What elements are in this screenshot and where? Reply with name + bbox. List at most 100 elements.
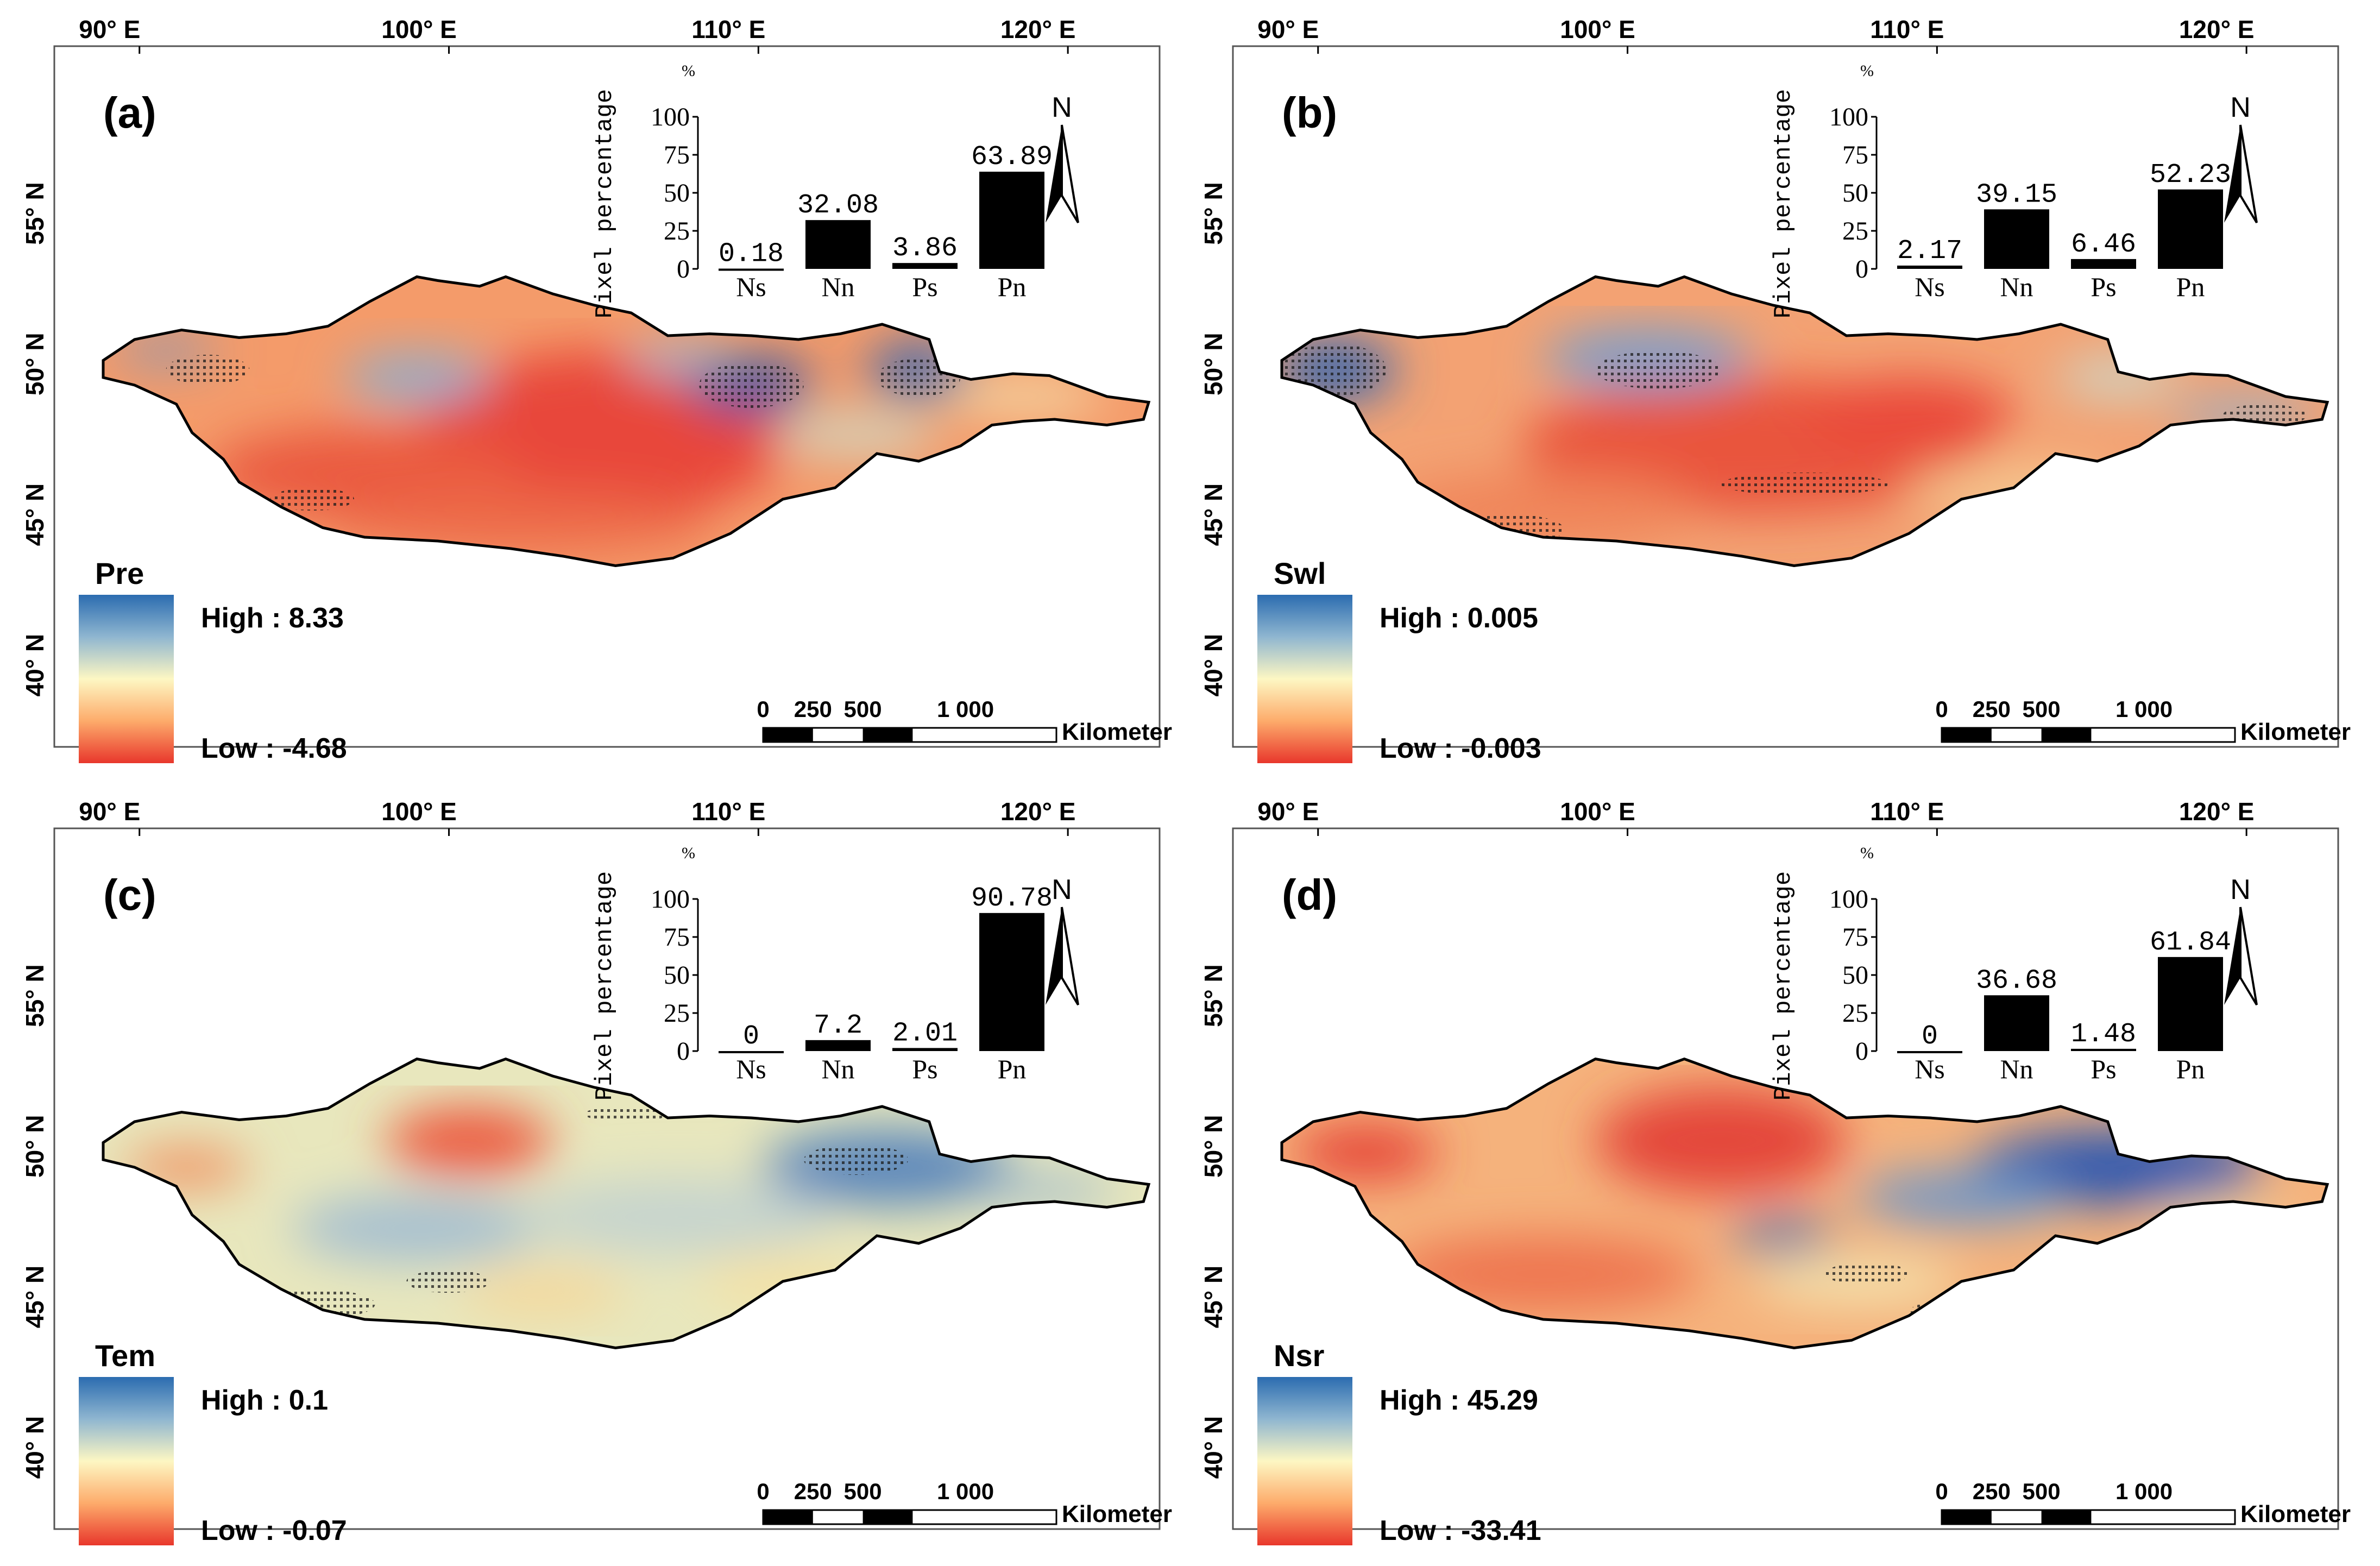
scale-bar-segment xyxy=(2041,1510,2092,1524)
latitude-tick-label: 55° N xyxy=(1199,964,1227,1027)
longitude-tick-label: 120° E xyxy=(1000,15,1076,43)
bar-category-label: Pn xyxy=(2176,1054,2205,1084)
panel-label: (d) xyxy=(1282,871,1337,919)
latitude-tick-label: 55° N xyxy=(1199,182,1227,245)
bar-ps xyxy=(2071,1048,2136,1051)
latitude-tick-label: 40° N xyxy=(21,634,49,697)
north-label: N xyxy=(1052,874,1072,905)
latitude-tick-label: 50° N xyxy=(21,333,49,396)
bar-value-label: 39.15 xyxy=(1976,179,2057,210)
bar-category-label: Nn xyxy=(2000,272,2033,302)
scale-tick-label: 0 xyxy=(757,696,769,722)
scale-tick-label: 1 000 xyxy=(937,696,994,722)
legend-high-label: High : 0.1 xyxy=(201,1385,328,1416)
chart-y-tick-label: 25 xyxy=(664,217,690,246)
legend-high-label: High : 8.33 xyxy=(201,602,344,634)
chart-y-tick-label: 50 xyxy=(664,179,690,207)
bar-category-label: Ns xyxy=(736,272,766,302)
panel-label: (b) xyxy=(1282,89,1337,137)
legend-title: Pre xyxy=(95,556,144,590)
bar-pn xyxy=(979,172,1044,269)
panel-label: (c) xyxy=(103,871,156,919)
scale-tick-label: 250 xyxy=(1973,696,2011,722)
longitude-tick-label: 100° E xyxy=(381,797,457,826)
bar-category-label: Nn xyxy=(821,272,854,302)
bar-ns xyxy=(719,268,784,271)
bar-value-label: 63.89 xyxy=(971,142,1053,173)
bar-value-label: 2.17 xyxy=(1897,236,1962,267)
bar-pn xyxy=(979,913,1044,1051)
chart-y-tick-label: 50 xyxy=(664,961,690,990)
scale-unit: Kilometer xyxy=(2240,719,2351,745)
north-arrow-icon xyxy=(1046,125,1062,223)
bar-nn xyxy=(1984,209,2049,269)
chart-y-tick-label: 75 xyxy=(1842,141,1868,169)
legend-title: Tem xyxy=(95,1338,155,1373)
scale-tick-label: 500 xyxy=(2023,1479,2061,1504)
panel-label: (a) xyxy=(103,89,156,137)
scale-tick-label: 0 xyxy=(1935,696,1948,722)
legend-high-label: High : 0.005 xyxy=(1380,602,1538,634)
map-frame xyxy=(1232,45,2339,748)
scale-tick-label: 250 xyxy=(1973,1479,2011,1504)
longitude-tick-label: 90° E xyxy=(79,797,140,826)
north-label: N xyxy=(2230,874,2251,905)
bar-category-label: Ns xyxy=(1915,272,1945,302)
scale-bar-segment xyxy=(1942,1510,1992,1524)
legend-color-ramp xyxy=(79,1377,174,1545)
bar-value-label: 6.46 xyxy=(2071,229,2136,260)
latitude-tick-label: 45° N xyxy=(21,483,49,546)
legend-low-label: Low : -0.07 xyxy=(201,1515,347,1546)
north-label: N xyxy=(2230,92,2251,123)
bar-pn xyxy=(2158,189,2223,269)
bar-category-label: Ps xyxy=(912,1054,937,1084)
bar-value-label: 1.48 xyxy=(2071,1019,2136,1050)
longitude-tick-label: 100° E xyxy=(381,15,457,43)
legend-color-ramp xyxy=(1257,595,1352,763)
bar-category-label: Nn xyxy=(2000,1054,2033,1084)
chart-y-tick-label: 50 xyxy=(1842,179,1868,207)
country-outline xyxy=(1280,1057,2329,1350)
latitude-tick-label: 50° N xyxy=(21,1115,49,1178)
bar-value-label: 36.68 xyxy=(1976,965,2057,996)
legend-low-label: Low : -4.68 xyxy=(201,733,347,764)
chart-y-tick-label: 0 xyxy=(677,1037,690,1066)
bar-nn xyxy=(1984,995,2049,1051)
chart-y-axis-label: Pixel percentage xyxy=(1770,89,1797,318)
north-arrow-icon xyxy=(2224,907,2240,1005)
legend-color-ramp xyxy=(1257,1377,1352,1545)
scale-tick-label: 500 xyxy=(2023,696,2061,722)
latitude-tick-label: 40° N xyxy=(1199,634,1227,697)
bar-category-label: Ps xyxy=(2091,1054,2116,1084)
chart-y-tick-label: 75 xyxy=(664,923,690,952)
bar-value-label: 7.2 xyxy=(814,1010,862,1041)
bar-value-label: 3.86 xyxy=(892,233,958,264)
bar-value-label: 0.18 xyxy=(719,238,784,269)
legend-title: Swl xyxy=(1274,556,1326,590)
longitude-tick-label: 110° E xyxy=(1870,797,1944,826)
map-frame xyxy=(53,827,1161,1530)
country-outline xyxy=(102,275,1151,568)
longitude-tick-label: 120° E xyxy=(2179,15,2255,43)
bar-nn xyxy=(805,220,871,269)
bar-ns xyxy=(719,1051,784,1053)
scale-tick-label: 250 xyxy=(794,1479,832,1504)
country-outline xyxy=(102,1057,1151,1350)
bar-value-label: 0 xyxy=(1922,1021,1938,1052)
bar-ps xyxy=(892,1048,958,1051)
scale-unit: Kilometer xyxy=(1062,1501,1172,1527)
bar-category-label: Ps xyxy=(2091,272,2116,302)
latitude-tick-label: 50° N xyxy=(1199,333,1227,396)
scale-tick-label: 1 000 xyxy=(2115,696,2173,722)
north-arrow-icon xyxy=(2224,125,2240,223)
legend-title: Nsr xyxy=(1274,1338,1324,1373)
chart-y-tick-label: 75 xyxy=(664,141,690,169)
bar-value-label: 90.78 xyxy=(971,883,1053,914)
significance-stipple xyxy=(166,355,961,511)
legend-color-ramp xyxy=(79,595,174,763)
scale-tick-label: 500 xyxy=(844,696,882,722)
bar-ns xyxy=(1897,1051,1962,1053)
longitude-tick-label: 90° E xyxy=(1257,15,1319,43)
bar-value-label: 2.01 xyxy=(892,1018,958,1049)
